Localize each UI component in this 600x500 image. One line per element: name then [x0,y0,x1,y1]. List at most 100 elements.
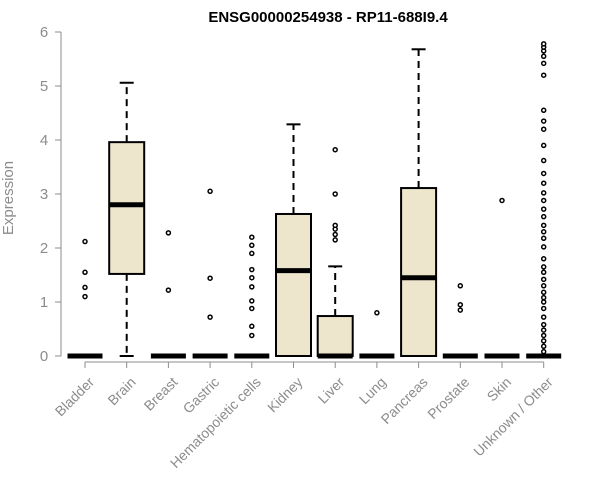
outlier-point [540,41,547,47]
y-tick-label: 1 [40,294,48,311]
x-tick-label: Kidney [264,374,306,416]
outlier-point [540,314,547,320]
x-tick-label: Prostate [424,374,472,422]
outlier-point [540,118,547,124]
outlier-point [249,323,255,330]
outlier-point [540,283,547,289]
x-tick-label: Unknown / Other [470,374,556,460]
outlier-point [249,250,255,257]
x-tick-label: Skin [484,374,515,405]
outlier-point [540,206,547,212]
outlier-point [540,321,547,328]
y-tick-label: 0 [40,348,48,365]
outlier-point [332,237,338,243]
outlier-point [540,229,547,235]
box-prostate [442,283,478,359]
y-axis: 0 1 2 3 4 5 6 [40,24,62,365]
box-lung [359,310,395,359]
outlier-point [540,305,547,312]
outlier-point [540,244,547,250]
outlier-point [457,307,464,313]
outlier-point [540,107,547,114]
box-gastric [192,188,228,359]
outlier-point [249,234,255,240]
outlier-point [457,283,464,289]
outlier-point [249,298,255,304]
y-tick-label: 2 [40,240,48,257]
outlier-point [249,274,255,281]
x-tick-label: Bladder [52,374,98,420]
outlier-point [82,238,88,245]
outlier-point [207,314,213,320]
outlier-point [165,287,172,293]
box-hematopoietic-cells [234,234,270,359]
outlier-point [540,190,547,196]
outlier-point [207,275,213,281]
box-body [400,187,438,357]
outlier-point [332,191,338,197]
outlier-point [332,222,338,229]
outlier-point [332,231,338,238]
box-liver [316,146,354,359]
outlier-point [249,266,255,273]
box-unknown-other [526,41,562,359]
outlier-point [249,305,255,312]
box-brain [108,81,146,357]
outlier-point [540,222,547,229]
outlier-point [207,188,213,195]
boxes-group [67,41,562,359]
outlier-point [540,126,547,132]
box-kidney [275,123,312,357]
outlier-point [249,242,255,249]
outlier-point [540,264,547,270]
outlier-point [540,289,547,296]
box-body [108,141,146,275]
outlier-point [540,299,547,305]
outlier-point [82,293,88,300]
box-pancreas [400,48,438,357]
outlier-point [540,269,547,276]
y-tick-label: 4 [40,132,48,149]
outlier-point [540,256,547,262]
x-tick-label: Lung [356,374,389,407]
outlier-point [540,343,547,350]
outlier-point [540,157,547,164]
outlier-point [540,276,547,283]
outlier-point [540,235,547,242]
outlier-point [540,180,547,186]
outlier-point [540,213,547,220]
outlier-point [540,142,547,149]
y-axis-label: Expression [0,161,17,235]
outlier-point [332,146,338,153]
outlier-point [249,332,255,339]
outlier-point [540,338,547,344]
box-skin [484,197,520,359]
outlier-point [82,269,88,276]
outlier-point [540,197,547,204]
outlier-point [540,53,547,60]
outlier-point [540,327,547,333]
box-body [316,315,354,358]
y-tick-label: 5 [40,78,48,95]
outlier-point [540,348,547,355]
outlier-point [374,310,380,316]
y-tick-label: 3 [40,186,48,203]
box-breast [150,230,186,359]
outlier-point [540,332,547,339]
outlier-point [499,197,505,204]
box-bladder [67,238,103,359]
outlier-point [540,72,547,78]
chart-title: ENSG00000254938 - RP11-688I9.4 [208,9,448,26]
outlier-point [457,301,464,308]
y-tick-label: 6 [40,24,48,41]
outlier-point [165,230,172,236]
outlier-point [82,284,88,291]
x-tick-label: Breast [141,374,181,414]
outlier-point [249,284,255,290]
outlier-point [540,60,547,67]
x-tick-label: Liver [315,374,348,407]
outlier-point [540,170,547,177]
box-body [275,212,312,357]
